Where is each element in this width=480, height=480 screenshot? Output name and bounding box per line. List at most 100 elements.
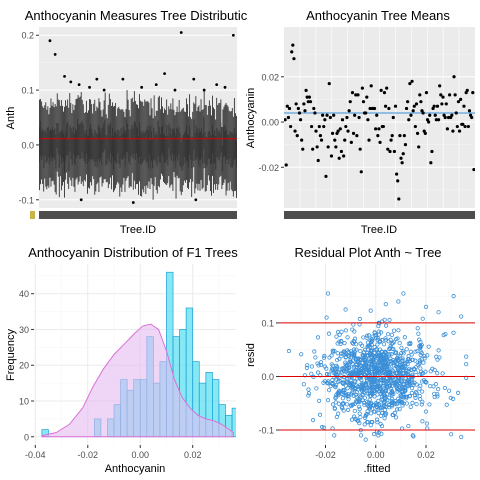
y-tick-label: 0.2 — [21, 31, 34, 41]
box — [89, 128, 91, 160]
mean-point — [443, 115, 447, 120]
mean-point — [337, 156, 341, 160]
residual-point — [346, 394, 351, 399]
x-axis-label: .fitted — [364, 463, 391, 475]
box — [158, 126, 160, 163]
outlier-point — [223, 85, 227, 89]
residual-point — [464, 354, 469, 359]
residual-point — [459, 314, 464, 319]
residual-point — [382, 317, 387, 322]
residual-point — [352, 414, 357, 419]
residual-point — [376, 329, 381, 334]
box — [107, 124, 109, 159]
box — [176, 127, 178, 157]
box — [117, 129, 119, 154]
mean-point — [424, 91, 429, 95]
box — [81, 120, 83, 153]
residual-point — [327, 355, 332, 360]
residual-point — [324, 371, 330, 377]
residual-point — [435, 371, 440, 376]
box — [189, 125, 191, 155]
residual-point — [358, 384, 363, 389]
residual-point — [364, 350, 370, 356]
mean-point — [393, 104, 398, 108]
residual-point — [389, 404, 394, 409]
box — [153, 127, 155, 161]
residual-points — [286, 291, 469, 442]
residual-point — [352, 401, 358, 407]
y-tick-label: 0.1 — [21, 86, 34, 96]
residual-point — [335, 366, 340, 371]
residual-point — [451, 330, 456, 335]
residual-point — [443, 332, 448, 337]
box — [80, 123, 82, 159]
mean-point — [345, 115, 349, 120]
y-axis-label: resid — [245, 343, 257, 367]
residual-point — [387, 369, 392, 374]
box — [155, 131, 157, 163]
residual-point — [394, 370, 399, 375]
residual-point — [352, 408, 357, 414]
box — [188, 135, 190, 168]
residual-point — [357, 406, 362, 412]
mean-point — [334, 145, 338, 149]
residual-point — [406, 357, 411, 362]
residual-point — [313, 355, 318, 360]
residual-point — [409, 367, 414, 372]
box — [86, 136, 88, 164]
residual-point — [352, 329, 357, 334]
box — [177, 128, 179, 161]
mean-point — [328, 115, 332, 120]
mean-point — [349, 140, 353, 144]
residual-point — [337, 332, 342, 337]
residual-point — [421, 360, 426, 365]
box — [194, 133, 196, 161]
residual-point — [357, 399, 362, 405]
mean-point — [314, 129, 318, 133]
residual-point — [368, 381, 373, 386]
box — [54, 128, 56, 160]
mean-point — [376, 134, 380, 138]
residual-point — [385, 332, 391, 337]
y-tick-label: 10 — [19, 397, 29, 407]
x-axis: -0.02 0.00 0.02 — [315, 445, 435, 460]
box — [103, 123, 105, 152]
residual-point — [326, 331, 332, 336]
outlier-point — [79, 198, 83, 202]
residual-point — [436, 348, 441, 353]
residual-point — [404, 401, 409, 406]
box — [163, 133, 165, 158]
mean-point — [390, 134, 394, 138]
box — [46, 127, 48, 162]
residual-point — [384, 371, 389, 376]
x-axis: -0.04 -0.02 0.00 0.02 — [25, 445, 201, 460]
box — [74, 128, 76, 166]
residual-point — [373, 400, 379, 406]
box — [152, 138, 154, 169]
mean-point — [361, 100, 366, 104]
residual-point — [413, 349, 418, 354]
box — [159, 133, 161, 163]
residual-point — [464, 362, 469, 367]
mean-point — [350, 91, 355, 95]
box — [190, 136, 192, 160]
mean-point — [398, 134, 402, 138]
x-tick-label: -0.02 — [315, 450, 336, 460]
residual-point — [399, 345, 404, 350]
box — [92, 132, 94, 160]
y-axis-label: Anth — [5, 107, 17, 130]
residual-point — [398, 371, 403, 376]
residual-point — [405, 380, 410, 385]
residual-point — [344, 380, 350, 385]
histogram-bar — [239, 412, 246, 437]
residual-point — [382, 407, 388, 412]
residual-point — [422, 353, 427, 359]
residual-point — [368, 411, 374, 416]
mean-point — [408, 81, 412, 86]
residual-point — [353, 386, 358, 392]
mean-point — [413, 124, 417, 129]
box — [198, 127, 200, 160]
residual-point — [357, 316, 362, 322]
residual-point — [399, 350, 404, 356]
box — [236, 141, 237, 167]
